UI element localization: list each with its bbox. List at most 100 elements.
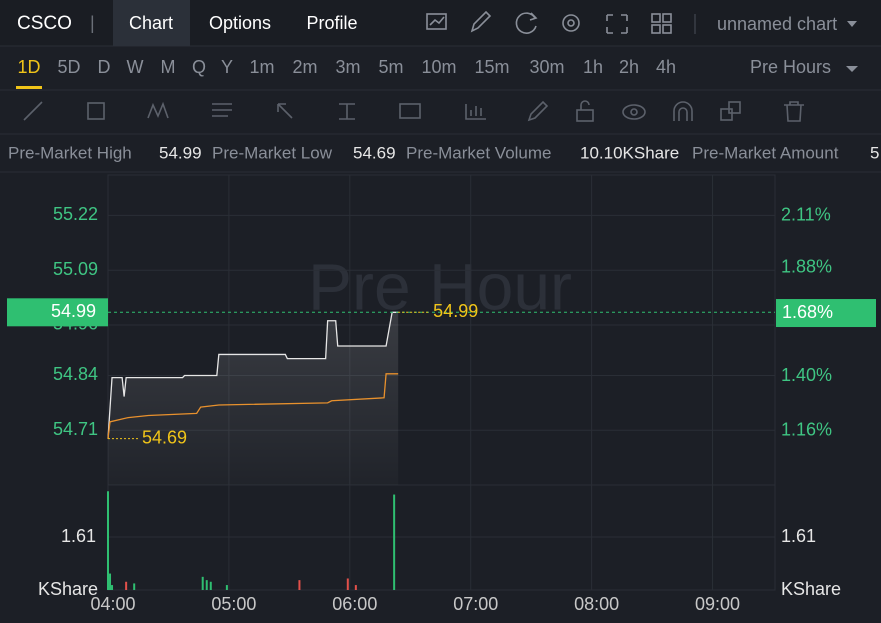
tool-icon[interactable]	[147, 101, 169, 119]
indicator-icon[interactable]	[426, 13, 447, 30]
volume-bar	[346, 578, 349, 590]
y-tick-label: 55.22	[53, 204, 98, 224]
tool-icon[interactable]	[277, 103, 293, 119]
tool-icon[interactable]	[339, 103, 355, 120]
tool-icon[interactable]	[212, 103, 232, 117]
dropdown-arrow[interactable]	[847, 21, 857, 27]
layout-icon[interactable]	[662, 13, 672, 23]
plot-border	[107, 174, 776, 591]
stat-value: 5	[870, 143, 879, 162]
volume-bar	[111, 585, 114, 590]
stat-label: Pre-Market Amount	[692, 143, 839, 162]
timeframe[interactable]: 10m	[421, 57, 456, 77]
volume-bar	[107, 491, 109, 590]
settings-icon[interactable]	[562, 14, 580, 32]
timeframe[interactable]: Y	[221, 57, 233, 77]
last-change-box	[776, 299, 876, 328]
y2-tick-label: 1.88%	[781, 257, 832, 277]
low-marker: 54.69	[142, 427, 187, 447]
timeframe[interactable]: 4h	[656, 57, 676, 77]
tool-icon[interactable]	[465, 104, 486, 120]
chart-name[interactable]: unnamed chart	[717, 14, 837, 34]
last-change-label: 1.68%	[782, 302, 833, 322]
timeframe[interactable]: 15m	[474, 57, 509, 77]
y-tick-label: 54.84	[53, 364, 98, 384]
volume-bar	[109, 573, 112, 590]
x-tick-label: 06:00	[332, 594, 377, 614]
timeframe[interactable]: 1h	[583, 57, 603, 77]
y2-tick-label: 1.40%	[781, 365, 832, 385]
timeframe[interactable]: 2m	[292, 57, 317, 77]
layout-icon[interactable]	[662, 24, 672, 34]
y2-tick-label: 2.11%	[781, 204, 831, 224]
stat-value: 54.99	[159, 143, 202, 162]
active-tab	[113, 0, 190, 46]
series-line	[107, 373, 399, 439]
symbol: CSCO	[17, 13, 72, 34]
y-tick-label: 54.71	[53, 419, 98, 439]
fullscreen-icon[interactable]	[606, 14, 628, 34]
layout-icon[interactable]	[651, 24, 661, 34]
tool-icon[interactable]	[784, 101, 804, 122]
header-icons[interactable]	[426, 10, 858, 72]
last-price-box	[7, 298, 108, 327]
tool-icon[interactable]	[720, 108, 733, 121]
timeframe[interactable]: 5m	[378, 57, 403, 77]
active-underline	[16, 86, 42, 89]
volume-bar	[133, 583, 136, 590]
tab[interactable]: Options	[209, 13, 271, 33]
volume-bar	[205, 580, 208, 590]
stat-label: Pre-Market High	[8, 143, 132, 162]
series-line	[107, 311, 399, 439]
tab[interactable]: Profile	[306, 13, 357, 33]
watermark: Pre Hour	[308, 249, 572, 323]
timeframe[interactable]: Q	[192, 57, 206, 77]
layout-icon[interactable]	[651, 13, 661, 23]
tool-icon[interactable]	[622, 104, 646, 120]
last-price-label: 54.99	[51, 301, 96, 321]
tool-icon[interactable]	[527, 100, 549, 122]
timeframe[interactable]: 2h	[619, 57, 639, 77]
indicator-icon[interactable]	[429, 16, 445, 26]
timeframe[interactable]: W	[127, 57, 144, 77]
x-tick-label: 05:00	[211, 594, 256, 614]
drawing-toolbar[interactable]	[23, 100, 804, 122]
timeframe[interactable]: D	[98, 57, 111, 77]
settings-icon[interactable]	[567, 19, 575, 27]
x-tick-label: 08:00	[574, 594, 619, 614]
dropdown-arrow[interactable]	[846, 66, 858, 72]
volume-bar	[201, 576, 204, 590]
volume-tick-label: 1.61	[61, 526, 96, 546]
volume-bar	[125, 581, 128, 590]
timeframe[interactable]: 30m	[529, 57, 564, 77]
tab[interactable]: Chart	[129, 13, 173, 33]
tool-icon[interactable]	[630, 108, 638, 116]
timeframe[interactable]: M	[161, 57, 176, 77]
tool-icon[interactable]	[580, 100, 590, 110]
draw-icon[interactable]	[470, 10, 492, 33]
tool-icon[interactable]	[87, 102, 105, 120]
x-tick-label: 04:00	[90, 594, 135, 614]
y-tick-label: 55.09	[53, 259, 98, 279]
refresh-icon[interactable]	[515, 12, 538, 34]
tool-icon[interactable]	[23, 101, 43, 121]
timeframe[interactable]: 1D	[17, 57, 40, 77]
tool-icon[interactable]	[399, 103, 421, 119]
stat-value: 54.69	[353, 143, 396, 162]
timeframe[interactable]: 1m	[249, 57, 274, 77]
tool-icon[interactable]	[673, 101, 693, 121]
volume-bar	[225, 585, 228, 590]
y2-tick-label: 1.16%	[781, 419, 832, 439]
stats-bar: Pre-Market High 54.99 Pre-Market Low 54.69 P…	[8, 143, 879, 162]
timeframe[interactable]: 5D	[57, 57, 80, 77]
volume-tick-label: 1.61	[781, 526, 816, 546]
stat-value: 10.10KShare	[580, 143, 679, 162]
separator: |	[90, 13, 95, 33]
tool-icon[interactable]	[728, 101, 741, 114]
session[interactable]: Pre Hours	[750, 57, 831, 77]
volume-bar	[209, 581, 212, 590]
timeframe[interactable]: 3m	[335, 57, 360, 77]
tool-icon[interactable]	[576, 109, 594, 122]
volume-bar	[354, 585, 357, 590]
